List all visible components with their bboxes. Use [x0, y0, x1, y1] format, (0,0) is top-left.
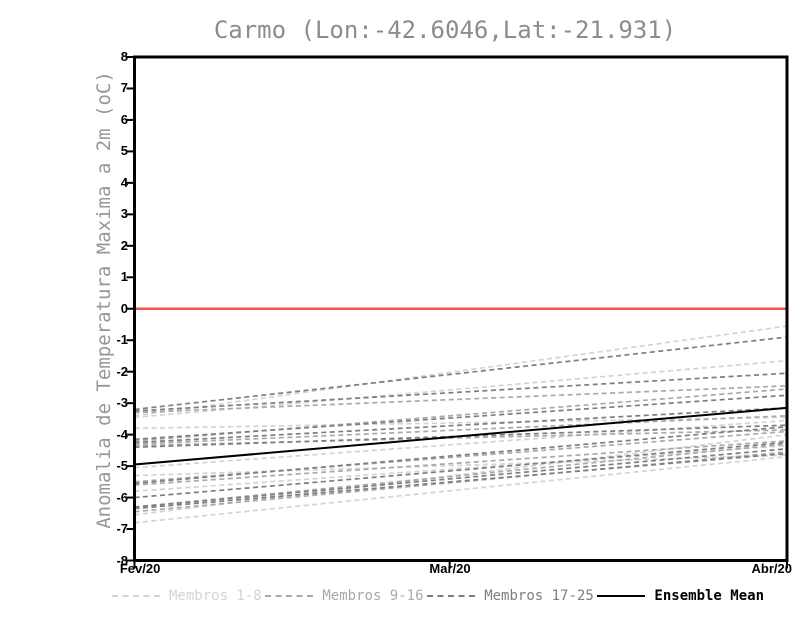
- chart-legend: Membros 1-8 Membros 9-16 Membros 17-25 E…: [112, 588, 764, 604]
- member-line: [134, 425, 788, 485]
- x-tick-label-mar: Mar/20: [429, 561, 471, 576]
- y-tick-label: -1: [116, 332, 128, 348]
- legend-label: Ensemble Mean: [654, 588, 764, 604]
- legend-item-membros-17-25: Membros 17-25: [427, 588, 594, 604]
- member-line: [134, 325, 788, 417]
- member-line: [134, 443, 788, 508]
- member-line: [134, 441, 788, 499]
- legend-item-ensemble-mean: Ensemble Mean: [597, 588, 764, 604]
- member-line: [134, 336, 788, 411]
- member-line: [134, 407, 788, 444]
- member-line: [134, 416, 788, 430]
- member-line: [134, 388, 788, 442]
- member-line: [134, 384, 788, 414]
- legend-label: Membros 17-25: [484, 588, 594, 604]
- y-tick-label: -6: [116, 489, 128, 505]
- y-tick-label: 4: [120, 175, 128, 191]
- member-line: [134, 414, 788, 445]
- x-tick-label-fev: Fev/20: [119, 561, 161, 576]
- member-line: [134, 452, 788, 510]
- y-tick-label: 0: [120, 300, 128, 316]
- member-line: [134, 359, 788, 419]
- member-line: [134, 372, 788, 412]
- x-tick-label-abr: Abr/20: [751, 561, 792, 576]
- y-tick-label: -8: [116, 552, 128, 568]
- solid-line-sample-icon: [597, 595, 646, 597]
- y-tick-label: 7: [120, 80, 128, 96]
- legend-label: Membros 1-8: [169, 588, 262, 604]
- y-tick-label: -7: [116, 521, 128, 537]
- y-tick-label: -3: [116, 395, 128, 411]
- legend-item-membros-1-8: Membros 1-8: [112, 588, 262, 604]
- member-line: [134, 394, 788, 441]
- y-tick-label: -4: [116, 426, 128, 442]
- y-tick-label: 1: [120, 269, 128, 285]
- dashed-line-sample-icon: [427, 595, 476, 597]
- member-line: [134, 444, 788, 493]
- legend-item-membros-9-16: Membros 9-16: [265, 588, 424, 604]
- y-tick-label: 3: [120, 206, 128, 222]
- y-tick-label: 6: [120, 112, 128, 128]
- member-line: [134, 430, 788, 483]
- y-tick-label: 5: [120, 143, 128, 159]
- legend-label: Membros 9-16: [322, 588, 424, 604]
- y-tick-label: -2: [116, 363, 128, 379]
- chart-title: Carmo (Lon:-42.6046,Lat:-21.931): [213, 16, 677, 44]
- dashed-line-sample-icon: [265, 595, 314, 597]
- y-tick-label: 2: [120, 238, 128, 254]
- y-tick-label: 8: [120, 49, 128, 65]
- member-line: [134, 447, 788, 508]
- dashed-line-sample-icon: [112, 595, 160, 597]
- ensemble-mean-line: [134, 406, 788, 466]
- member-line: [134, 429, 788, 447]
- member-line: [134, 455, 788, 524]
- member-line: [134, 440, 788, 486]
- y-tick-label: -5: [116, 458, 128, 474]
